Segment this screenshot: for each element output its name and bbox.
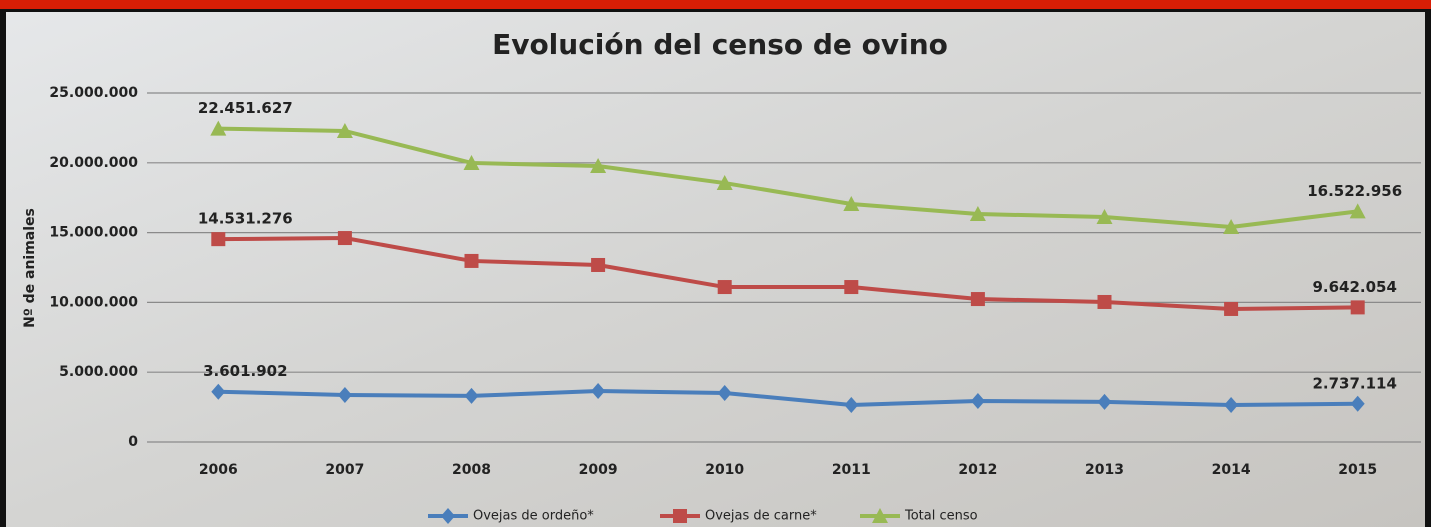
marker — [971, 292, 985, 306]
marker — [211, 232, 225, 246]
x-tick-label: 2006 — [199, 462, 238, 478]
marker — [844, 280, 858, 294]
x-tick-label: 2010 — [705, 462, 744, 478]
top-border — [0, 9, 1431, 12]
x-tick-label: 2012 — [958, 462, 997, 478]
marker — [591, 258, 605, 272]
marker — [338, 231, 352, 245]
marker — [718, 280, 732, 294]
marker — [465, 254, 479, 268]
y-tick-label: 10.000.000 — [49, 294, 138, 310]
data-label: 3.601.902 — [203, 362, 287, 380]
marker — [673, 509, 687, 523]
page: Evolución del censo de ovino Nº de anima… — [0, 0, 1431, 527]
data-label: 14.531.276 — [198, 210, 293, 228]
y-tick-label: 25.000.000 — [49, 85, 138, 101]
y-axis-label: Nº de animales — [22, 208, 38, 328]
legend-label: Total censo — [904, 509, 978, 524]
x-tick-label: 2009 — [579, 462, 618, 478]
x-tick-label: 2007 — [325, 462, 364, 478]
data-label: 9.642.054 — [1312, 278, 1396, 296]
marker — [1351, 300, 1365, 314]
legend-label: Ovejas de ordeño* — [473, 509, 594, 524]
y-tick-label: 20.000.000 — [49, 155, 138, 171]
marker — [1098, 295, 1112, 309]
x-tick-label: 2014 — [1212, 462, 1251, 478]
y-tick-label: 0 — [128, 434, 138, 450]
chart-title: Evolución del censo de ovino — [492, 28, 948, 61]
data-label: 22.451.627 — [198, 99, 293, 117]
x-tick-label: 2015 — [1338, 462, 1377, 478]
x-tick-label: 2008 — [452, 462, 491, 478]
x-tick-label: 2013 — [1085, 462, 1124, 478]
y-tick-label: 15.000.000 — [49, 225, 138, 241]
data-label: 16.522.956 — [1307, 182, 1402, 200]
marker — [1224, 302, 1238, 316]
data-label: 2.737.114 — [1312, 374, 1396, 392]
top-band — [0, 0, 1431, 9]
chart: Evolución del censo de ovino Nº de anima… — [0, 0, 1431, 527]
y-tick-label: 5.000.000 — [59, 364, 138, 380]
right-border — [1425, 9, 1431, 527]
legend-label: Ovejas de carne* — [705, 509, 817, 524]
left-border — [0, 9, 6, 527]
x-tick-label: 2011 — [832, 462, 871, 478]
background — [0, 0, 1431, 527]
